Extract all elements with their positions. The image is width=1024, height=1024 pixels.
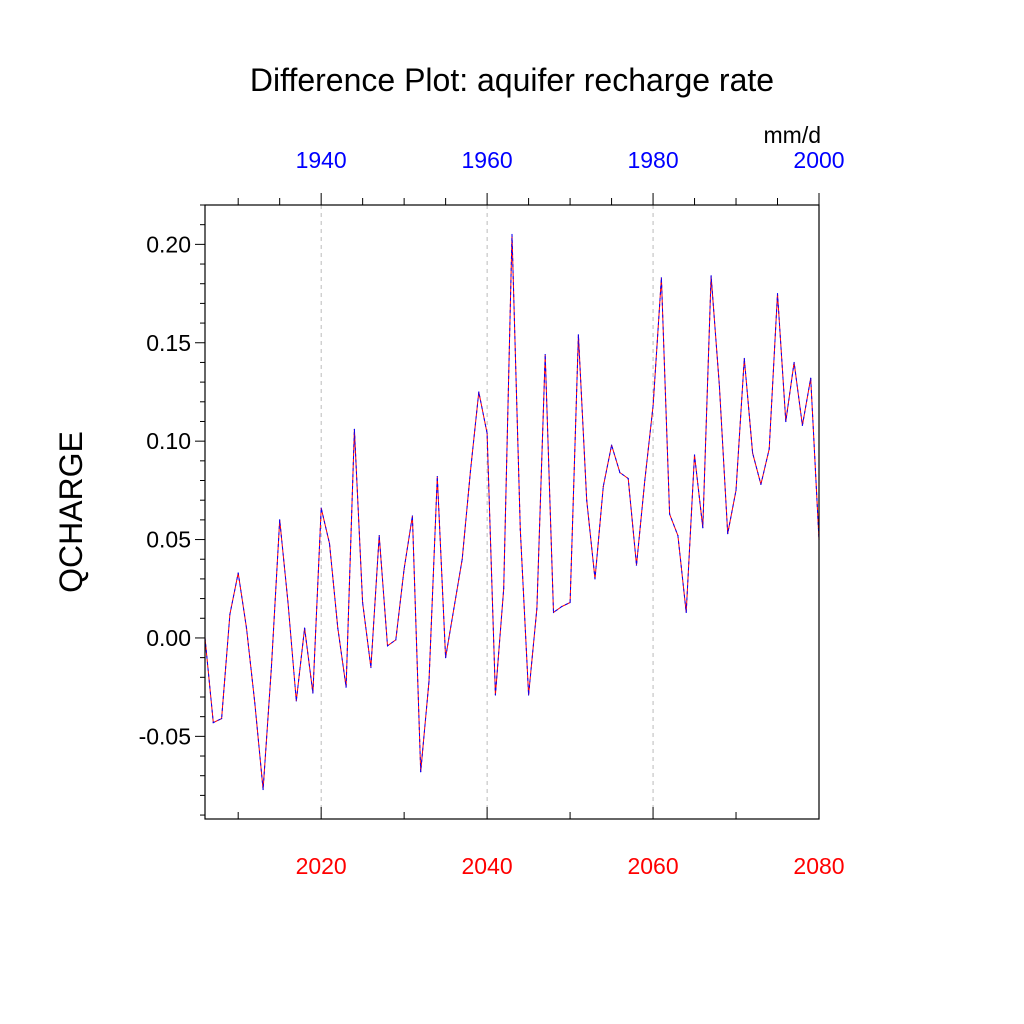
data-point	[743, 357, 745, 360]
x-top-tick-label: 1980	[627, 147, 678, 173]
data-point	[652, 405, 654, 407]
data-point	[370, 666, 372, 669]
data-point	[511, 233, 513, 236]
data-point	[569, 601, 571, 604]
data-point	[519, 529, 521, 531]
data-point	[735, 489, 737, 491]
data-point	[303, 627, 306, 629]
x-top-tick-label: 2000	[793, 147, 844, 173]
data-point	[486, 432, 488, 434]
data-point	[702, 527, 704, 529]
data-point	[395, 639, 397, 641]
tick-labels: 2020 2040 2060 2080 1940 1960 1980 2000 0.20 0.15…	[139, 147, 845, 879]
y-axis-label: QCHARGE	[53, 431, 89, 593]
data-point	[768, 448, 770, 450]
data-point	[403, 568, 405, 570]
data-point	[594, 578, 596, 580]
data-point	[577, 334, 579, 336]
x-top-tick-label: 1940	[296, 147, 347, 173]
data-point	[295, 700, 297, 702]
data-point	[635, 564, 638, 566]
data-point	[428, 680, 430, 682]
data-point	[254, 702, 256, 704]
data-point	[453, 607, 455, 610]
minor-ticks	[200, 198, 779, 819]
data-point	[752, 452, 754, 454]
data-point	[776, 292, 779, 295]
grid-layer	[320, 205, 654, 819]
data-point	[710, 275, 712, 277]
data-point	[503, 588, 505, 590]
y-tick-label: 0.15	[146, 330, 191, 356]
x-top-tick-label: 1960	[462, 147, 513, 173]
data-point	[627, 477, 629, 480]
data-point	[677, 535, 679, 537]
data-point	[660, 277, 662, 279]
data-point	[685, 611, 687, 613]
series-line-red	[204, 234, 820, 790]
data-point	[610, 444, 613, 446]
data-point	[312, 692, 314, 694]
data-point	[411, 515, 414, 517]
chart-title: Difference Plot: aquifer recharge rate	[249, 62, 775, 98]
data-point	[270, 666, 272, 669]
data-point	[552, 611, 555, 613]
data-point	[785, 420, 787, 423]
data-point	[669, 513, 671, 515]
data-point	[245, 627, 248, 629]
data-point	[536, 607, 538, 610]
data-point	[478, 391, 480, 393]
data-point	[220, 718, 223, 720]
data-point	[229, 613, 231, 615]
y-tick-label: -0.05	[139, 723, 191, 749]
data-point	[810, 377, 812, 379]
data-point	[337, 627, 339, 629]
data-point	[619, 472, 621, 474]
data-point	[320, 507, 322, 509]
data-point	[262, 788, 264, 791]
x-bottom-tick-label: 2020	[296, 853, 347, 879]
x-bottom-tick-label: 2080	[793, 853, 844, 879]
data-point	[420, 771, 422, 773]
data-point	[760, 483, 762, 486]
data-point	[793, 361, 795, 364]
y-tick-label: 0.05	[146, 527, 191, 553]
data-point	[345, 686, 347, 688]
plot-frame	[204, 204, 820, 820]
units-label: mm/d	[764, 122, 822, 148]
data-point	[386, 645, 389, 647]
data-point	[801, 424, 804, 427]
data-point	[445, 657, 447, 659]
data-point	[561, 605, 563, 608]
data-point	[693, 454, 696, 456]
data-point	[602, 485, 604, 488]
data-point	[461, 558, 463, 560]
data-point	[544, 353, 546, 356]
x-bottom-tick-label: 2040	[462, 853, 513, 879]
data-point	[328, 542, 331, 545]
data-point	[287, 601, 289, 604]
major-ticks	[195, 193, 820, 819]
data-point	[436, 475, 438, 478]
data-point	[586, 499, 588, 501]
data-point	[378, 535, 380, 537]
data-point	[362, 601, 364, 604]
data-point	[353, 428, 355, 430]
data-point	[212, 721, 214, 724]
data-point	[718, 385, 721, 387]
x-bottom-tick-label: 2060	[627, 853, 678, 879]
data-point	[237, 572, 239, 574]
data-point	[279, 519, 281, 521]
y-tick-label: 0.00	[146, 625, 191, 651]
y-tick-label: 0.20	[146, 231, 191, 257]
data-point	[527, 694, 530, 696]
y-tick-label: 0.10	[146, 428, 191, 454]
data-point	[469, 470, 472, 472]
data-point	[644, 479, 646, 482]
series-layer	[204, 233, 820, 791]
data-point	[727, 533, 729, 535]
data-point	[494, 694, 497, 696]
